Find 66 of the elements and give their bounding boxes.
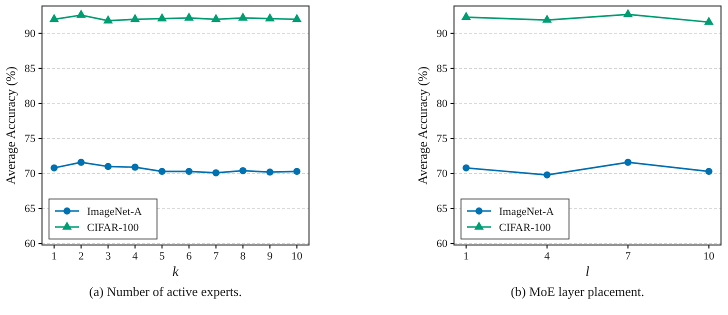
point — [624, 158, 632, 166]
x-tick-label: 1 — [51, 250, 57, 262]
x-tick-label: 7 — [625, 250, 632, 262]
point — [239, 167, 246, 174]
x-tick-label: 9 — [267, 250, 274, 262]
point — [293, 168, 300, 175]
y-tick-label: 80 — [24, 98, 36, 110]
x-tick-label: 4 — [132, 250, 138, 262]
x-tick-label: 1 — [463, 250, 469, 262]
x-tick-label: 4 — [544, 250, 550, 262]
point — [185, 168, 193, 175]
point — [78, 158, 85, 166]
x-axis-title: k — [172, 265, 180, 280]
point — [212, 169, 220, 176]
x-tick-label: 6 — [186, 250, 192, 262]
point — [238, 12, 248, 21]
x-tick-label: 10 — [291, 250, 303, 262]
x-tick-label: 3 — [105, 250, 112, 262]
point — [49, 14, 59, 22]
point — [623, 8, 633, 18]
point — [157, 13, 167, 22]
x-tick-label: 2 — [78, 250, 84, 262]
y-tick-label: 80 — [436, 98, 448, 110]
y-tick-label: 75 — [436, 132, 448, 145]
x-axis-title: l — [586, 265, 590, 280]
x-tick-label: 8 — [240, 250, 246, 262]
y-tick-label: 70 — [24, 168, 36, 180]
point — [265, 13, 275, 22]
point — [158, 168, 166, 175]
point — [104, 162, 112, 170]
point — [292, 14, 302, 22]
y-tick-label: 65 — [24, 203, 36, 216]
point — [543, 171, 551, 178]
point — [542, 14, 552, 23]
y-tick-label: 70 — [436, 168, 448, 180]
point — [76, 10, 86, 18]
y-axis-title: Average Accuracy (%) — [415, 66, 430, 185]
point — [130, 14, 140, 22]
y-axis-title: Average Accuracy (%) — [3, 66, 18, 185]
x-tick-label: 7 — [213, 250, 220, 262]
point — [50, 164, 58, 172]
text: (a) Number of active experts. — [89, 284, 242, 299]
legend-label: CIFAR-100 — [499, 222, 552, 234]
x-tick-label: 10 — [703, 250, 715, 262]
point — [131, 164, 139, 171]
legend-label: ImageNet-A — [499, 206, 554, 218]
y-tick-label: 65 — [436, 203, 448, 216]
y-tick-label: 75 — [24, 132, 36, 145]
y-tick-label: 85 — [24, 62, 36, 75]
text: (b) MoE layer placement. — [510, 284, 644, 299]
y-tick-label: 85 — [436, 62, 448, 75]
legend-label: ImageNet-A — [87, 206, 142, 218]
point — [705, 168, 712, 175]
y-tick-label: 60 — [436, 238, 448, 250]
y-tick-label: 90 — [24, 28, 36, 40]
point — [266, 168, 274, 176]
legend-label: CIFAR-100 — [87, 222, 140, 234]
y-tick-label: 60 — [24, 238, 36, 250]
point — [462, 164, 470, 172]
point — [461, 12, 471, 20]
x-tick-label: 5 — [159, 250, 166, 262]
point — [211, 14, 221, 22]
point — [184, 12, 194, 21]
point — [103, 15, 113, 24]
point — [704, 16, 714, 25]
y-tick-label: 90 — [436, 28, 448, 40]
